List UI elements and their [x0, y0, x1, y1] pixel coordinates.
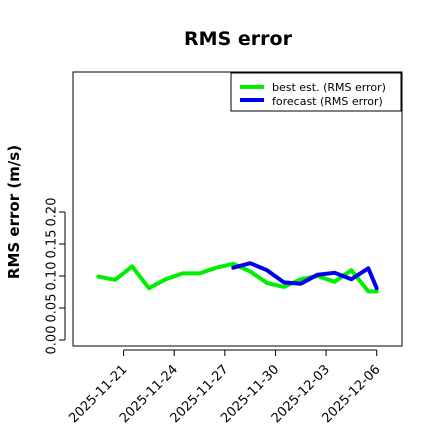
y-tick-label: 0.20	[45, 198, 60, 227]
y-tick-label: 0.05	[45, 294, 60, 323]
legend-box	[230, 72, 402, 112]
y-tick-label: 0.00	[45, 326, 60, 355]
y-axis-label: RMS error (m/s)	[5, 145, 23, 279]
y-tick-label: 0.15	[45, 230, 60, 259]
plot-frame	[72, 71, 403, 347]
data-series	[96, 261, 379, 294]
x-axis-ticks: 2025-11-212025-11-242025-11-272025-11-30…	[66, 349, 384, 426]
best-est-series-line	[96, 261, 379, 294]
chart-title: RMS error	[184, 28, 293, 50]
legend: best est. (RMS error) forecast (RMS erro…	[230, 72, 402, 112]
y-tick-label: 0.10	[45, 262, 60, 291]
y-axis-ticks: 0.00 0.05 0.10 0.15 0.20	[45, 198, 66, 355]
forecast-series-line	[231, 261, 379, 291]
legend-label-forecast: forecast (RMS error)	[272, 95, 383, 108]
legend-label-best-est: best est. (RMS error)	[272, 81, 386, 94]
